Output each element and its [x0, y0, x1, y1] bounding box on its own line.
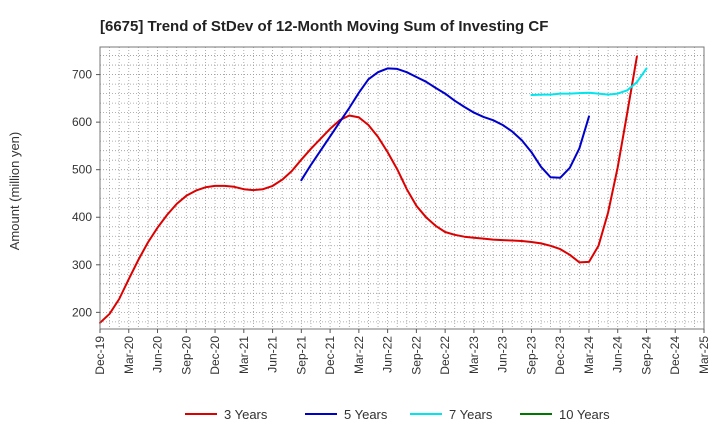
x-tick-label: Dec-23: [553, 336, 567, 375]
y-axis-label: Amount (million yen): [7, 132, 22, 251]
x-tick-label: Jun-21: [266, 336, 280, 373]
x-tick-label: Dec-21: [323, 336, 337, 375]
x-tick-label: Dec-22: [438, 336, 452, 375]
x-tick-label: Mar-21: [237, 336, 251, 374]
chart-title: [6675] Trend of StDev of 12-Month Moving…: [100, 18, 548, 35]
x-tick-label: Dec-24: [668, 336, 682, 375]
x-tick-label: Sep-20: [179, 336, 193, 375]
x-tick-label: Mar-24: [582, 336, 596, 374]
x-tick-label: Dec-19: [93, 336, 107, 375]
legend-label: 7 Years: [449, 407, 493, 422]
series-line-3-years: [99, 55, 638, 324]
y-tick-label: 600: [72, 115, 92, 129]
x-tick-label: Mar-20: [122, 336, 136, 374]
x-tick-label: Jun-22: [381, 336, 395, 373]
x-axis: Dec-19 Mar-20 Jun-20 Sep-20 Dec-20 Mar-21 Jun-…: [93, 329, 711, 375]
y-tick-label: 700: [72, 68, 92, 82]
x-tick-label: Mar-25: [697, 336, 711, 374]
series-line-7-years: [530, 67, 648, 96]
x-tick-label: Sep-21: [294, 336, 308, 375]
x-tick-label: Sep-23: [524, 336, 538, 375]
legend-label: 10 Years: [559, 407, 610, 422]
y-tick-label: 300: [72, 258, 92, 272]
series-layer: [99, 55, 648, 324]
x-tick-label: Dec-20: [208, 336, 222, 375]
x-tick-label: Mar-22: [352, 336, 366, 374]
y-axis: 200 300 400 500 600 700: [72, 68, 100, 319]
legend-label: 5 Years: [344, 407, 388, 422]
x-tick-label: Sep-22: [409, 336, 423, 375]
y-tick-label: 500: [72, 163, 92, 177]
y-tick-label: 400: [72, 210, 92, 224]
x-tick-label: Sep-24: [639, 336, 653, 375]
x-tick-label: Jun-24: [611, 336, 625, 373]
y-tick-label: 200: [72, 305, 92, 319]
x-tick-label: Mar-23: [467, 336, 481, 374]
x-tick-label: Jun-23: [496, 336, 510, 373]
x-tick-label: Jun-20: [151, 336, 165, 373]
plot-frame: [99, 46, 705, 330]
grid: [100, 47, 704, 329]
legend-label: 3 Years: [224, 407, 268, 422]
series-line-5-years: [300, 67, 590, 182]
legend: 3 Years 5 Years 7 Years 10 Years: [185, 407, 610, 422]
